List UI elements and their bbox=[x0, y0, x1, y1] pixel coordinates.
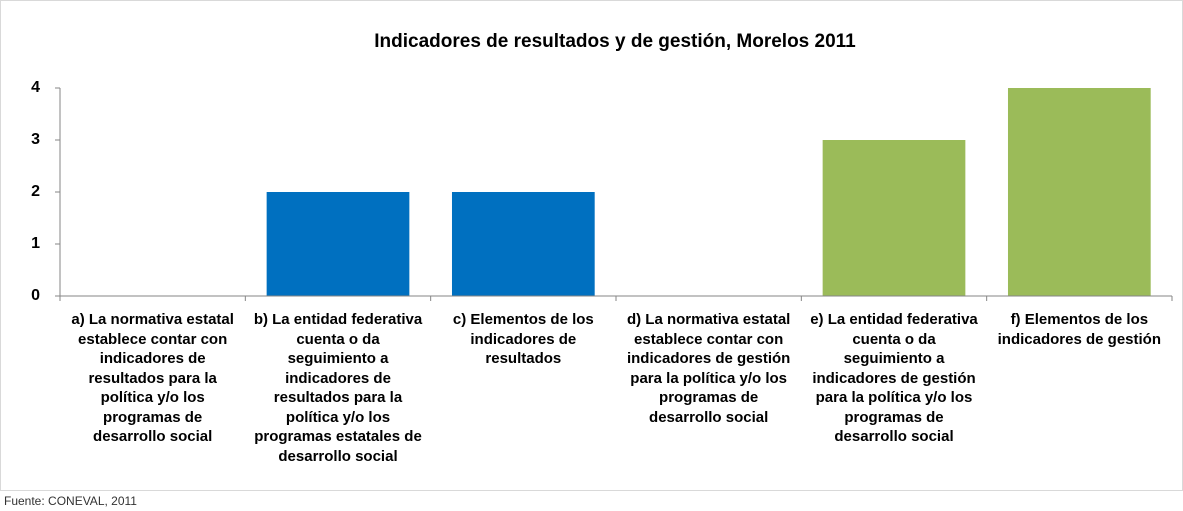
x-tick-label: f) Elementos de los indicadores de gesti… bbox=[997, 311, 1162, 348]
x-tick-label: e) La entidad federativa cuenta o da seg… bbox=[810, 311, 978, 445]
y-tick-label: 3 bbox=[31, 131, 40, 148]
bar bbox=[451, 192, 595, 296]
chart-title: Indicadores de resultados y de gestión, … bbox=[374, 31, 856, 52]
source-note: Fuente: CONEVAL, 2011 bbox=[4, 494, 137, 508]
y-tick-label: 4 bbox=[31, 79, 40, 96]
x-tick-label: d) La normativa estatal establece contar… bbox=[626, 311, 791, 426]
y-tick-label: 2 bbox=[31, 183, 40, 200]
x-tick-label: b) La entidad federativa cuenta o da seg… bbox=[253, 311, 423, 465]
x-tick-label: a) La normativa estatal establece contar… bbox=[71, 311, 234, 445]
y-tick-label: 0 bbox=[31, 287, 40, 304]
bar bbox=[1007, 88, 1151, 296]
bar bbox=[822, 140, 966, 296]
bar bbox=[266, 192, 410, 296]
y-tick-label: 1 bbox=[31, 235, 40, 252]
x-tick-label: c) Elementos de los indicadores de resul… bbox=[452, 311, 594, 367]
